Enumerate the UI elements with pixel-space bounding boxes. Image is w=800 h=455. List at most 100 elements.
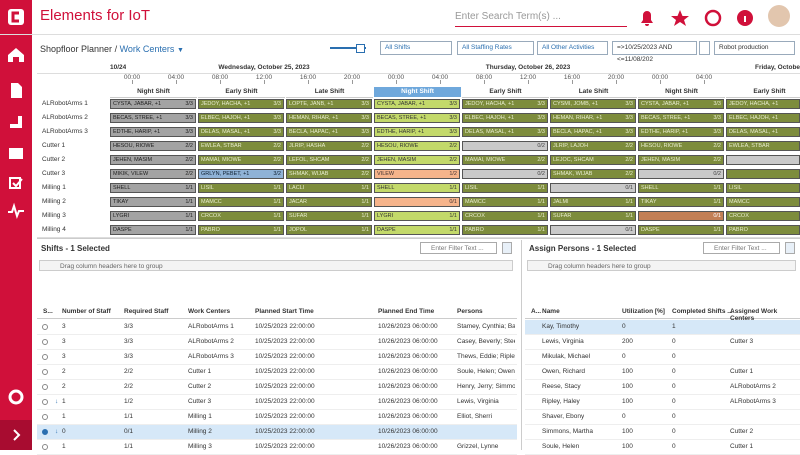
shift-cell[interactable]: MIKIK, VILEW 2/2 [110,169,196,179]
shift-cell[interactable]: SUFAR 1/1 [550,211,636,221]
column-header[interactable]: Planned Start Time [255,308,314,315]
shift-cell[interactable]: DASPE 1/1 [374,225,460,235]
bell-icon[interactable] [641,11,653,26]
shift-cell[interactable]: LACLI 1/1 [286,183,372,193]
shift-cell[interactable]: BECLA, HAPAC, +1 3/3 [550,127,636,137]
shift-cell[interactable] [726,169,800,179]
shift-cell[interactable]: 0/2 [462,169,548,179]
shift-cell[interactable]: CYSTA, JABAR, +1 3/3 [638,99,724,109]
shift-cell[interactable]: SHELL 1/1 [638,183,724,193]
shift-cell[interactable]: SHELL 1/1 [110,183,196,193]
shift-cell[interactable]: HEMAN, RIHAR, +1 3/3 [550,113,636,123]
shift-cell[interactable]: ELBEC, HAJOH, +1 3/3 [462,113,548,123]
shift-cell[interactable]: DASPE 1/1 [110,225,196,235]
table-row[interactable] [37,350,517,365]
shift-cell[interactable]: MAMCC 1/1 [462,197,548,207]
filter-input[interactable]: Enter Filter Text ... [420,242,497,254]
settings-button[interactable] [785,242,795,254]
logo[interactable] [0,0,32,34]
shift-cell[interactable]: JEDOY, HACHA, +1 3/3 [198,99,284,109]
shift-cell[interactable]: MAMCC 1/1 [198,197,284,207]
shift-cell[interactable]: DASPE 1/1 [638,225,724,235]
shift-cell[interactable]: EWLEA, STBAR [726,141,800,151]
shift-cell[interactable]: SUFAR 1/1 [286,211,372,221]
breadcrumb-root[interactable]: Shopfloor Planner [40,44,113,54]
table-row[interactable] [37,410,517,425]
zoom-slider[interactable] [330,47,366,49]
project-filter[interactable]: Robot production [714,41,795,55]
column-header[interactable]: Required Staff [124,308,169,315]
column-header[interactable]: Name [542,308,560,315]
date-filter[interactable]: =>10/25/2023 AND <=11/08/202 [612,41,697,63]
shift-cell[interactable]: CYSTA, JABAR, +1 3/3 [110,99,196,109]
column-header[interactable]: Work Centers [188,308,231,315]
shift-cell[interactable]: DELAS, MASAL, +1 3/3 [462,127,548,137]
table-row[interactable] [525,350,800,365]
shift-cell[interactable]: GRLYN, PEBET, +1 3/2 [198,169,284,179]
shift-cell[interactable]: EDTHE, HARIP, +1 3/3 [110,127,196,137]
row-radio[interactable] [42,354,48,360]
shift-cell[interactable]: JEHEN, MASIM 2/2 [638,155,724,165]
shift-cell[interactable]: ELBEC, HAJOH, +1 3/3 [198,113,284,123]
pulse-icon[interactable] [8,202,24,220]
settings-icon[interactable] [8,389,24,405]
shift-cell[interactable]: 0/1 [550,225,636,235]
shift-cell[interactable]: EDTHE, HARIP, +1 3/3 [638,127,724,137]
staffing-filter[interactable]: All Staffing Rates [457,41,534,55]
column-header[interactable]: Utilization [%] [622,308,665,315]
shift-cell[interactable]: PABRO [726,225,800,235]
shift-cell[interactable]: 0/1 [550,183,636,193]
shift-cell[interactable]: 0/1 [638,211,724,221]
shift-cell[interactable]: JOPOL 1/1 [286,225,372,235]
shift-cell[interactable]: ELBEC, HAJOH, +1 [726,113,800,123]
shift-filter[interactable]: All Shifts [380,41,452,55]
shift-cell[interactable]: PABRO 1/1 [198,225,284,235]
expand-bar[interactable] [0,420,32,450]
shift-cell[interactable]: EWLEA, STBAR 2/2 [198,141,284,151]
table-row[interactable] [37,320,517,335]
shift-cell[interactable]: LYGRI 1/1 [374,211,460,221]
column-header[interactable]: Assigned Work Centers [730,308,778,322]
shift-cell[interactable]: MAMAI, MIOWE 2/2 [198,155,284,165]
shift-cell[interactable]: HESOU, RIOWE 2/2 [110,141,196,151]
shift-cell[interactable]: BECAS, STREE, +1 3/3 [638,113,724,123]
shift-cell[interactable]: LISIL 1/1 [462,183,548,193]
home-icon[interactable] [8,48,24,62]
shift-cell[interactable] [726,155,800,165]
row-radio[interactable] [42,399,48,405]
shift-cell[interactable]: CRCOX [726,211,800,221]
settings-button[interactable] [502,242,512,254]
shift-cell[interactable]: EDTHE, HARIP, +1 3/3 [374,127,460,137]
shift-cell[interactable]: JLRIP, LAJOH 2/2 [550,141,636,151]
slider-handle[interactable] [356,44,365,53]
filter-input[interactable]: Enter Filter Text ... [703,242,780,254]
shift-cell[interactable]: HESOU, RIOWE 2/2 [638,141,724,151]
shift-cell[interactable]: JEDOY, HACHA, +1 [726,99,800,109]
shift-cell[interactable]: 0/2 [638,169,724,179]
shift-cell[interactable]: HESOU, RIOWE 2/2 [374,141,460,151]
shift-cell[interactable]: JEDOY, HACHA, +1 3/3 [462,99,548,109]
shift-cell[interactable]: JALMI 1/1 [550,197,636,207]
column-header[interactable]: A... [531,308,542,315]
shift-cell[interactable]: VILEW 1/2 [374,169,460,179]
column-header[interactable]: Number of Staff [62,308,111,315]
column-header[interactable]: S... [43,308,53,315]
shift-cell[interactable]: JEHEN, MASIM 2/2 [110,155,196,165]
table-row[interactable] [37,365,517,380]
table-row[interactable] [525,425,800,440]
table-row[interactable] [525,410,800,425]
shift-cell[interactable]: BECAS, STREE, +1 3/3 [110,113,196,123]
table-row[interactable] [525,395,800,410]
row-radio[interactable] [42,339,48,345]
shift-cell[interactable]: CYSTA, JABAR, +1 3/3 [374,99,460,109]
shift-cell[interactable]: LEJOC, SHCAM 2/2 [550,155,636,165]
shift-cell[interactable]: SHELL 1/1 [374,183,460,193]
shift-cell[interactable]: SHMAK, WIJAB 2/2 [550,169,636,179]
shift-cell[interactable]: BECLA, HAPAC, +1 3/3 [286,127,372,137]
column-header[interactable]: Planned End Time [378,308,435,315]
table-row[interactable] [525,380,800,395]
table-row[interactable] [525,365,800,380]
shift-cell[interactable]: CRCOX 1/1 [462,211,548,221]
chart-icon[interactable] [10,116,22,128]
shift-cell[interactable]: CRCOX 1/1 [198,211,284,221]
